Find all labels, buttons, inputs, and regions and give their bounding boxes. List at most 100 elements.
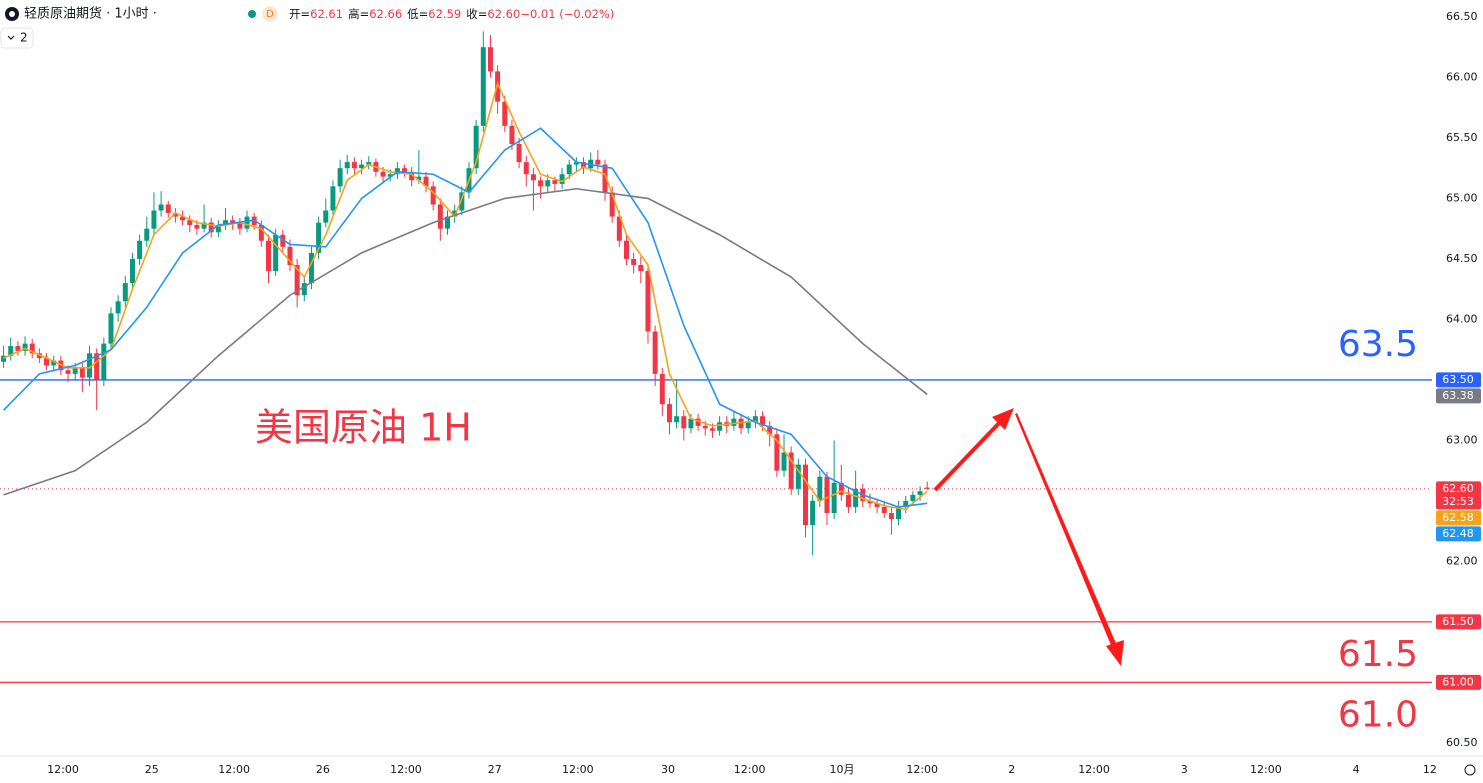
x-tick-label: 12: [1423, 763, 1437, 776]
ohlc-value: −0.01 (−0.02%): [520, 7, 614, 21]
y-tick-label: 66.50: [1446, 10, 1478, 23]
indicator-toggle[interactable]: [0, 27, 34, 49]
chevron: [7, 35, 15, 40]
ohlc-value: 62.60: [487, 7, 520, 21]
x-tick-label: 3: [1181, 763, 1188, 776]
market-status: [248, 10, 256, 18]
ohlc-values: 开=62.61 高=62.66 低=62.59 收=62.60−0.01 (−0.02…: [289, 7, 614, 21]
candle-body: [194, 225, 200, 229]
candle-body: [430, 186, 436, 205]
candle-body: [273, 234, 279, 272]
candle-body: [294, 264, 300, 296]
x-tick-label: 12:00: [562, 763, 594, 776]
candle-body: [530, 174, 536, 181]
candle-body: [51, 360, 57, 366]
candle-body: [659, 373, 665, 405]
candle-body: [831, 482, 837, 514]
ohlc-key: 开=: [289, 7, 310, 21]
candle-body: [538, 180, 544, 187]
candle-body: [845, 494, 851, 507]
candle-body: [853, 488, 859, 507]
candle-body: [609, 192, 615, 217]
candle-body: [22, 343, 28, 351]
y-tick-label: 65.50: [1446, 131, 1478, 144]
candle-body: [409, 171, 415, 181]
y-tick-label: 66.00: [1446, 70, 1478, 83]
candle-body: [810, 500, 816, 526]
candle-body: [645, 271, 651, 332]
candle-body: [94, 353, 100, 380]
candle-body: [423, 176, 429, 187]
candle-body: [1, 355, 7, 362]
candle-body: [402, 168, 408, 172]
candle-body: [523, 162, 529, 175]
candle-body: [566, 164, 572, 175]
y-tick-label: 62.00: [1446, 554, 1478, 567]
price-badge-label: 61.00: [1442, 675, 1474, 688]
indicator-count: 2: [20, 31, 28, 45]
candle-body: [223, 220, 229, 226]
ohlc-value: 62.61: [310, 7, 343, 21]
countdown-label: 32:53: [1442, 495, 1474, 508]
y-tick-label: 64.50: [1446, 252, 1478, 265]
candle-body: [416, 176, 422, 181]
candle-body: [624, 240, 629, 259]
interval-label: D: [266, 9, 274, 20]
candle-body: [681, 416, 687, 429]
x-tick-label: 12:00: [734, 763, 766, 776]
candle-body: [452, 210, 458, 217]
candle-body: [65, 370, 71, 374]
x-tick-label: 12:00: [390, 763, 422, 776]
candle-body: [280, 234, 286, 247]
candle-body: [316, 222, 322, 253]
candle-body: [767, 425, 773, 435]
candle-body: [359, 164, 365, 169]
chart-title: 美国原油 1H: [255, 406, 472, 450]
x-tick-label: 12:00: [1078, 763, 1110, 776]
candle-body: [502, 101, 508, 126]
candle-body: [266, 240, 271, 272]
forecast-arrows: [933, 408, 1124, 666]
level-annotation: 61.0: [1338, 694, 1418, 735]
price-badge: [1436, 614, 1481, 630]
candle-body: [337, 168, 343, 187]
candle-body: [917, 491, 923, 495]
candle-body: [129, 258, 135, 284]
candle-body: [595, 159, 601, 165]
candle-body: [330, 186, 336, 211]
candle-body: [487, 47, 493, 72]
symbol-name[interactable]: 轻质原油期货 · 1小时 ·: [24, 6, 157, 22]
moving-average: [3, 81, 928, 511]
candle-body: [301, 283, 307, 296]
level-annotation: 61.5: [1338, 634, 1418, 675]
candle-body: [788, 452, 794, 489]
candle-body: [351, 162, 357, 169]
candle-body: [115, 301, 121, 314]
candle-body: [323, 210, 329, 223]
candle-body: [165, 204, 171, 213]
candle-body: [602, 164, 608, 193]
arrow-down-head: [1106, 640, 1124, 666]
x-tick-label: 26: [316, 763, 330, 776]
ohlc-value: 62.59: [428, 7, 461, 21]
candle-body: [695, 418, 701, 426]
symbol-icon-inner: [9, 11, 15, 17]
y-tick-label: 65.00: [1446, 191, 1478, 204]
candle-body: [516, 143, 522, 163]
candle-body: [480, 47, 486, 126]
candle-body: [230, 220, 236, 223]
price-badge: [1436, 388, 1481, 404]
price-badge: [1436, 510, 1481, 526]
candle-body: [824, 476, 830, 514]
price-badge: [1436, 526, 1481, 542]
price-badge: [1436, 372, 1481, 388]
price-badge-label: 62.58: [1442, 511, 1474, 524]
candle-body: [237, 222, 243, 229]
settings-icon[interactable]: [1464, 764, 1476, 776]
candle-body: [79, 367, 85, 378]
candle-body: [387, 174, 393, 177]
candle-body: [745, 422, 751, 429]
candle-body: [172, 212, 178, 217]
y-tick-label: 63.00: [1446, 433, 1478, 446]
